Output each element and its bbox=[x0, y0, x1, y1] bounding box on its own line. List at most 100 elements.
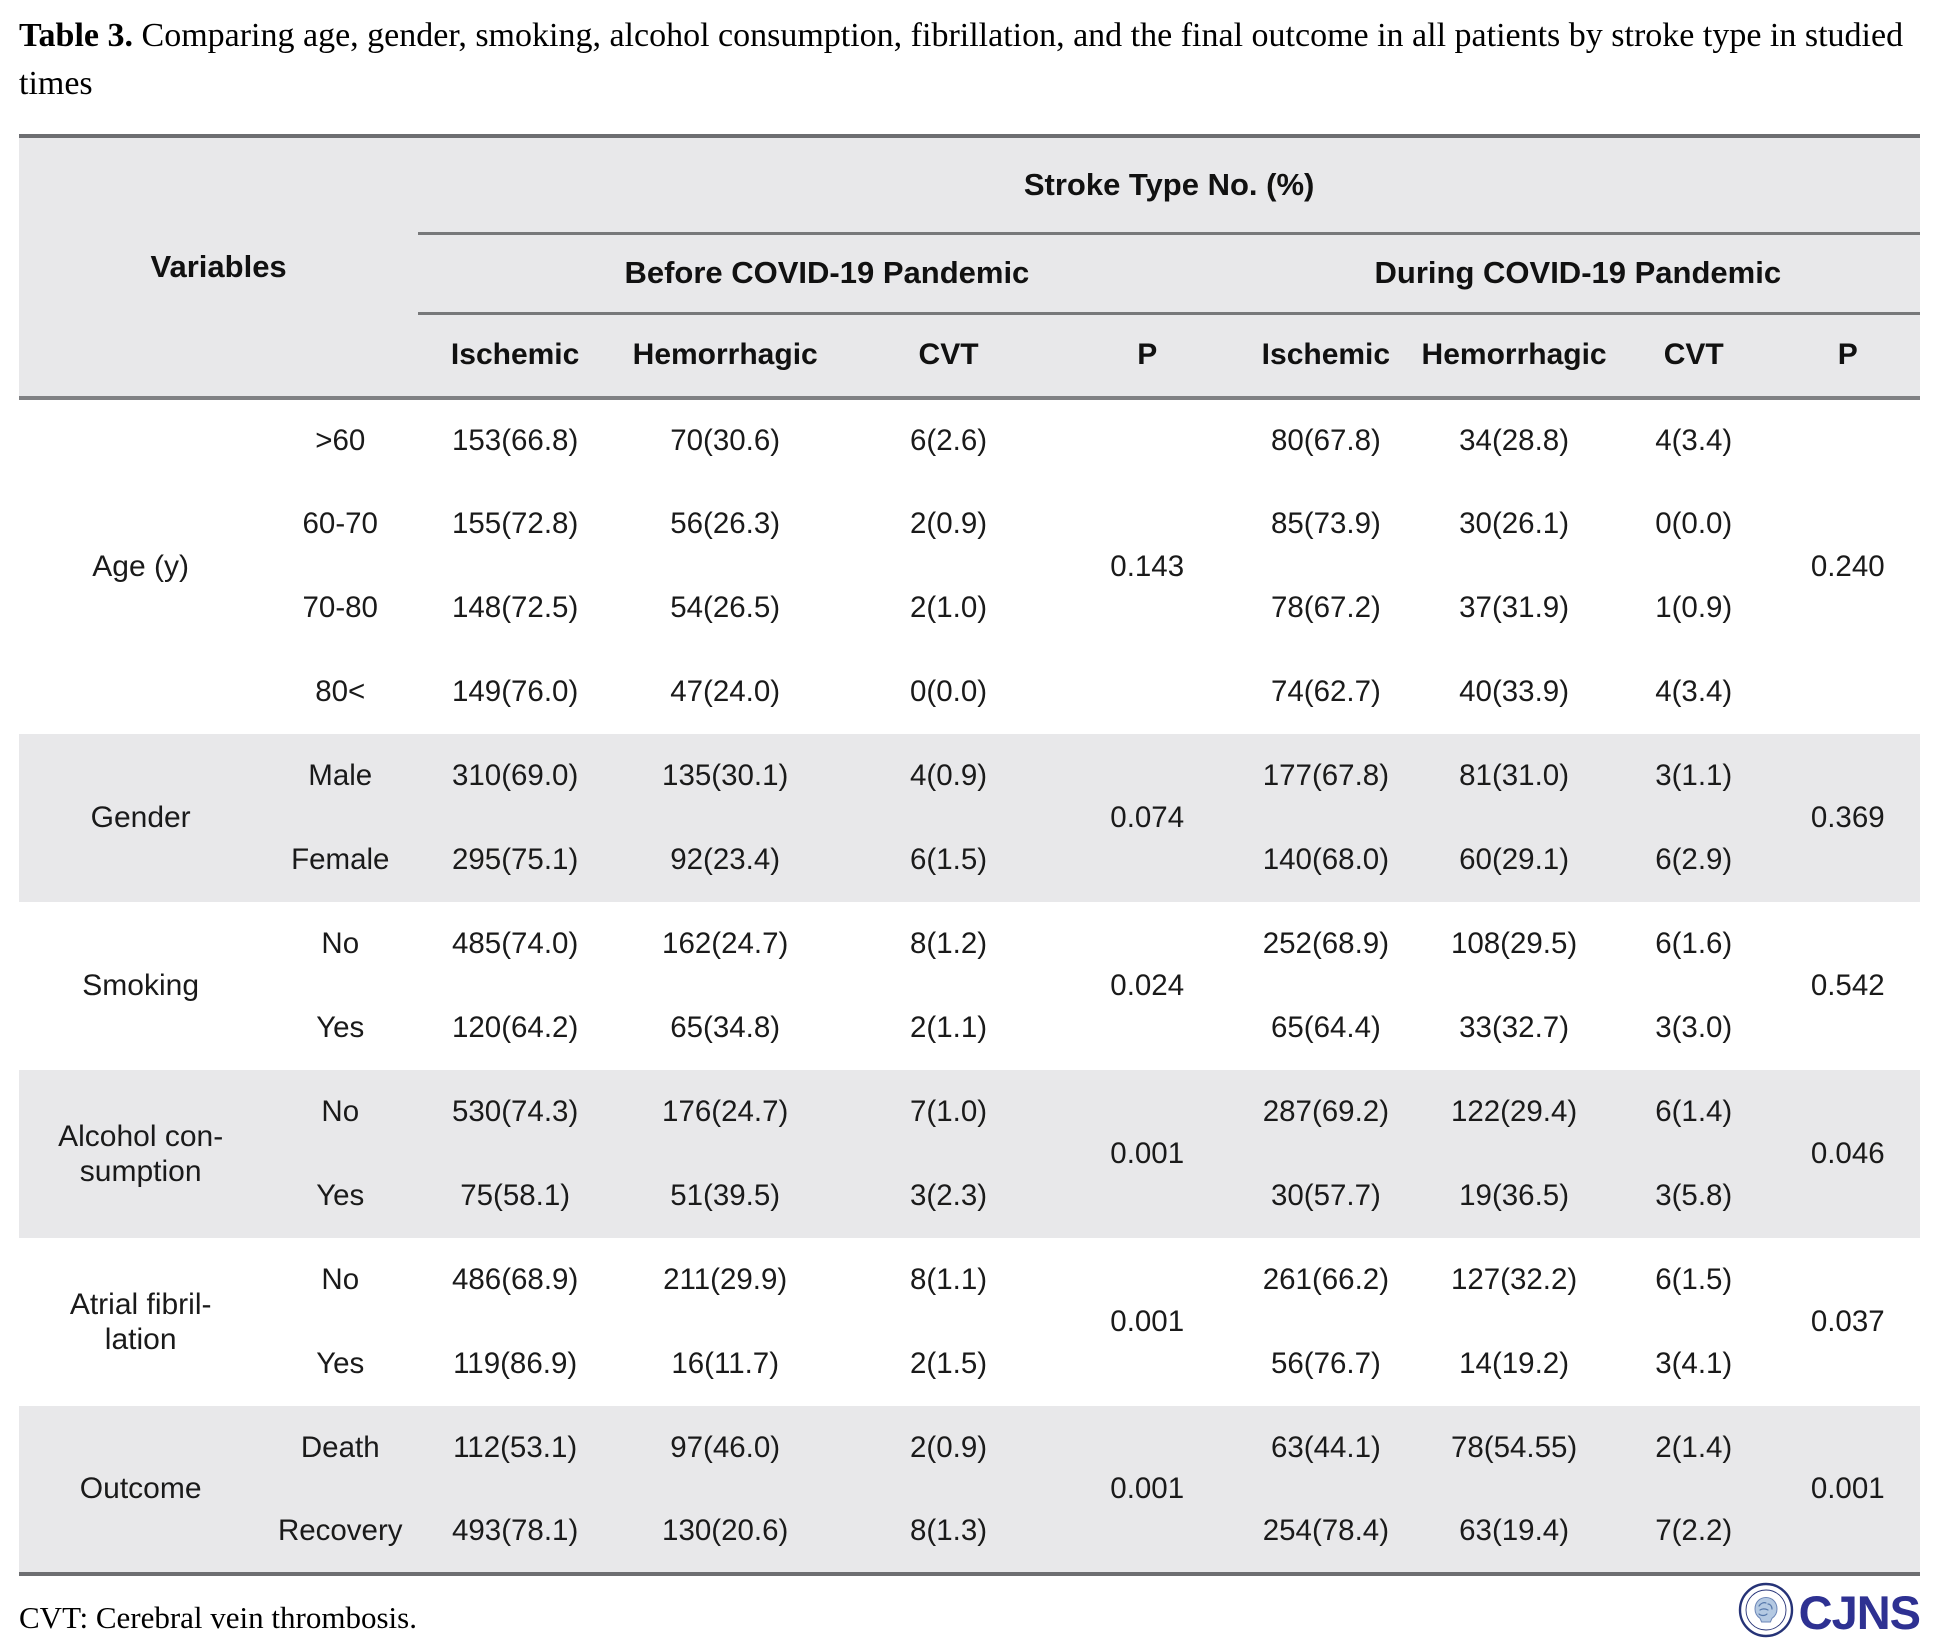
category-label: Death bbox=[262, 1406, 419, 1490]
value-cell: 2(1.4) bbox=[1611, 1406, 1776, 1490]
value-cell: 310(69.0) bbox=[418, 734, 613, 818]
value-cell: 153(66.8) bbox=[418, 398, 613, 482]
header-variables: Variables bbox=[19, 136, 419, 400]
table-row: Yes 120(64.2) 65(34.8) 2(1.1) 65(64.4) 33(32.… bbox=[19, 986, 1920, 1070]
table-row: Yes 75(58.1) 51(39.5) 3(2.3) 30(57.7) 19(36.5… bbox=[19, 1154, 1920, 1238]
footer: CVT: Cerebral vein thrombosis. CJNS bbox=[19, 1582, 1921, 1641]
header-stroke-type: Stroke Type No. (%) bbox=[418, 136, 1920, 235]
value-cell: 112(53.1) bbox=[418, 1406, 613, 1490]
header-during-pandemic: During COVID-19 Pandemic bbox=[1235, 233, 1920, 315]
value-cell: 4(0.9) bbox=[838, 734, 1059, 818]
table-row: 80< 149(76.0) 47(24.0) 0(0.0) 74(62.7) 40(33.… bbox=[19, 650, 1920, 734]
value-cell: 0(0.0) bbox=[838, 650, 1059, 734]
category-label: No bbox=[262, 1238, 419, 1322]
value-cell: 2(0.9) bbox=[838, 482, 1059, 566]
value-cell: 6(1.4) bbox=[1611, 1070, 1776, 1154]
value-cell: 8(1.1) bbox=[838, 1238, 1059, 1322]
value-cell: 33(32.7) bbox=[1416, 986, 1612, 1070]
value-cell: 140(68.0) bbox=[1235, 818, 1417, 902]
value-cell: 54(26.5) bbox=[612, 566, 839, 650]
value-cell: 30(57.7) bbox=[1235, 1154, 1417, 1238]
value-cell: 65(64.4) bbox=[1235, 986, 1417, 1070]
value-cell: 34(28.8) bbox=[1416, 398, 1612, 482]
value-cell: 70(30.6) bbox=[612, 398, 839, 482]
value-cell: 493(78.1) bbox=[418, 1490, 613, 1574]
value-cell: 51(39.5) bbox=[612, 1154, 839, 1238]
title-label: Table 3. bbox=[19, 17, 134, 54]
value-cell: 75(58.1) bbox=[418, 1154, 613, 1238]
value-cell: 65(34.8) bbox=[612, 986, 839, 1070]
category-label: 60-70 bbox=[262, 482, 419, 566]
cjns-emblem-icon bbox=[1738, 1582, 1794, 1641]
value-cell: 56(76.7) bbox=[1235, 1322, 1417, 1406]
p-value-during: 0.240 bbox=[1775, 398, 1920, 734]
value-cell: 78(67.2) bbox=[1235, 566, 1417, 650]
value-cell: 2(1.0) bbox=[838, 566, 1059, 650]
value-cell: 47(24.0) bbox=[612, 650, 839, 734]
category-label: Male bbox=[262, 734, 419, 818]
category-label: No bbox=[262, 1070, 419, 1154]
category-label: 80< bbox=[262, 650, 419, 734]
value-cell: 2(0.9) bbox=[838, 1406, 1059, 1490]
value-cell: 108(29.5) bbox=[1416, 902, 1612, 986]
value-cell: 80(67.8) bbox=[1235, 398, 1417, 482]
cjns-logo-text: CJNS bbox=[1798, 1586, 1921, 1639]
value-cell: 3(3.0) bbox=[1611, 986, 1776, 1070]
value-cell: 176(24.7) bbox=[612, 1070, 839, 1154]
value-cell: 155(72.8) bbox=[418, 482, 613, 566]
header-col-hemorrhagic-during: Hemorrhagic bbox=[1416, 313, 1612, 400]
stroke-type-table: Variables Stroke Type No. (%) Before COV… bbox=[19, 134, 1920, 1576]
p-value-before: 0.143 bbox=[1058, 398, 1236, 734]
p-value-during: 0.001 bbox=[1775, 1406, 1920, 1574]
category-label: 70-80 bbox=[262, 566, 419, 650]
title-text: Comparing age, gender, smoking, alcohol … bbox=[19, 17, 1904, 102]
value-cell: 85(73.9) bbox=[1235, 482, 1417, 566]
value-cell: 148(72.5) bbox=[418, 566, 613, 650]
value-cell: 60(29.1) bbox=[1416, 818, 1612, 902]
value-cell: 2(1.1) bbox=[838, 986, 1059, 1070]
value-cell: 261(66.2) bbox=[1235, 1238, 1417, 1322]
table-row: 70-80 148(72.5) 54(26.5) 2(1.0) 78(67.2) 37(3… bbox=[19, 566, 1920, 650]
value-cell: 162(24.7) bbox=[612, 902, 839, 986]
p-value-before: 0.001 bbox=[1058, 1238, 1236, 1406]
value-cell: 530(74.3) bbox=[418, 1070, 613, 1154]
header-col-p-before: P bbox=[1058, 313, 1236, 400]
table-body: Age (y) >60 153(66.8) 70(30.6) 6(2.6) 0.143 80… bbox=[19, 398, 1920, 1574]
header-col-cvt-before: CVT bbox=[838, 313, 1059, 400]
value-cell: 6(1.5) bbox=[838, 818, 1059, 902]
table-row: Outcome Death 112(53.1) 97(46.0) 2(0.9) 0.001… bbox=[19, 1406, 1920, 1574]
header-before-pandemic: Before COVID-19 Pandemic bbox=[418, 233, 1236, 315]
value-cell: 7(1.0) bbox=[838, 1070, 1059, 1154]
cjns-logo: CJNS bbox=[1738, 1582, 1921, 1641]
variable-label: Smoking bbox=[19, 902, 263, 1070]
table-row: Atrial fibril- lation No 486(68.9) 211(29.9… bbox=[19, 1238, 1920, 1406]
category-label: Yes bbox=[262, 986, 419, 1070]
header-col-cvt-during: CVT bbox=[1611, 313, 1776, 400]
value-cell: 16(11.7) bbox=[612, 1322, 839, 1406]
value-cell: 295(75.1) bbox=[418, 818, 613, 902]
table-title: Table 3. Comparing age, gender, smoking,… bbox=[19, 12, 1920, 108]
category-label: Recovery bbox=[262, 1490, 419, 1574]
footnote: CVT: Cerebral vein thrombosis. bbox=[19, 1599, 417, 1635]
table-row: Age (y) >60 153(66.8) 70(30.6) 6(2.6) 0.143 80… bbox=[19, 398, 1920, 734]
value-cell: 6(2.6) bbox=[838, 398, 1059, 482]
p-value-during: 0.037 bbox=[1775, 1238, 1920, 1406]
value-cell: 97(46.0) bbox=[612, 1406, 839, 1490]
category-label: >60 bbox=[262, 398, 419, 482]
p-value-before: 0.001 bbox=[1058, 1406, 1236, 1574]
value-cell: 287(69.2) bbox=[1235, 1070, 1417, 1154]
value-cell: 8(1.2) bbox=[838, 902, 1059, 986]
value-cell: 14(19.2) bbox=[1416, 1322, 1612, 1406]
value-cell: 63(19.4) bbox=[1416, 1490, 1612, 1574]
p-value-during: 0.369 bbox=[1775, 734, 1920, 902]
p-value-before: 0.074 bbox=[1058, 734, 1236, 902]
value-cell: 252(68.9) bbox=[1235, 902, 1417, 986]
value-cell: 6(2.9) bbox=[1611, 818, 1776, 902]
value-cell: 130(20.6) bbox=[612, 1490, 839, 1574]
value-cell: 37(31.9) bbox=[1416, 566, 1612, 650]
value-cell: 81(31.0) bbox=[1416, 734, 1612, 818]
table-row: Alcohol con- sumption No 530(74.3) 176(24.7… bbox=[19, 1070, 1920, 1238]
value-cell: 0(0.0) bbox=[1611, 482, 1776, 566]
value-cell: 74(62.7) bbox=[1235, 650, 1417, 734]
